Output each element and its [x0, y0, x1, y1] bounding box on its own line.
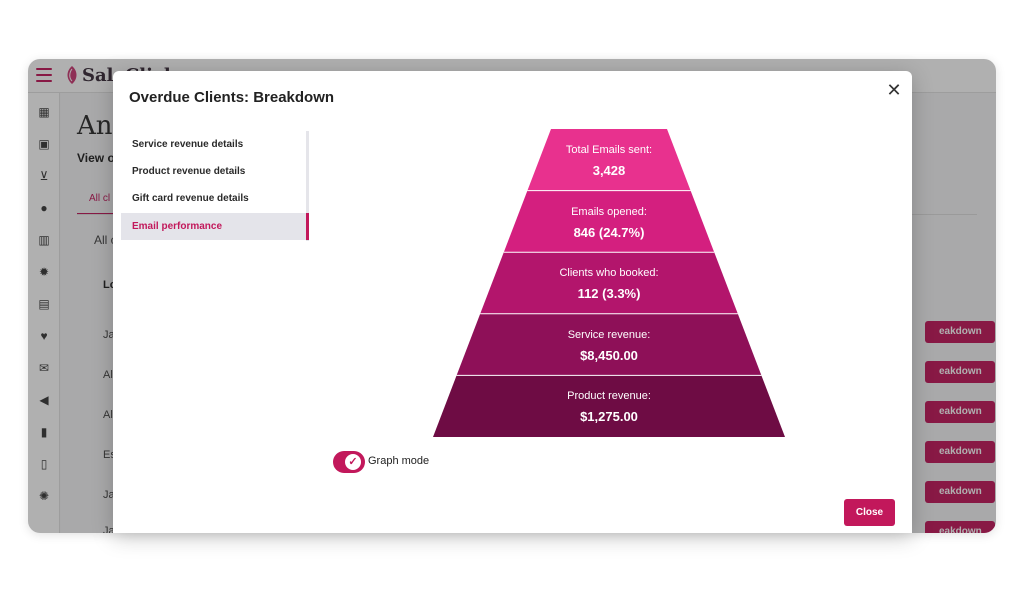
- table-cell: Es: [103, 449, 116, 461]
- page-subtitle: View o: [77, 151, 115, 165]
- funnel-stage-label: Emails opened:: [571, 205, 647, 218]
- breakdown-button[interactable]: eakdown: [925, 521, 995, 533]
- funnel-chart: Total Emails sent: 3,428 Emails opened: 846…: [433, 129, 785, 437]
- check-icon: ✓: [348, 456, 358, 468]
- menu-item-product-revenue[interactable]: Product revenue details: [132, 166, 246, 177]
- funnel-stage: [480, 252, 738, 314]
- mail-icon[interactable]: ✉: [38, 361, 50, 375]
- calendar-icon[interactable]: ▦: [38, 105, 50, 119]
- sidebar: ▦ ▣ ⊻ ● ▥ ✹ ▤ ♥ ✉ ◀ ▮ ▯ ✺: [28, 93, 60, 533]
- funnel-stage-label: Service revenue:: [567, 328, 651, 341]
- breakdown-button[interactable]: eakdown: [925, 321, 995, 343]
- table-cell: Ja: [103, 489, 115, 501]
- menu-item-email-performance[interactable]: Email performance: [121, 213, 309, 240]
- breakdown-modal: Overdue Clients: Breakdown ✕ Service rev…: [113, 71, 912, 533]
- table-cell: Al: [103, 409, 113, 421]
- funnel-stage-label: Product revenue:: [567, 390, 651, 403]
- funnel-stage-value: 846 (24.7%): [573, 224, 645, 240]
- barcode-icon[interactable]: ▥: [38, 233, 50, 247]
- breakdown-menu: Service revenue details Product revenue …: [121, 131, 309, 241]
- menu-item-service-revenue[interactable]: Service revenue details: [132, 139, 244, 150]
- menu-icon[interactable]: [36, 68, 52, 82]
- table-cell: Ja: [103, 525, 115, 533]
- table-cell: Al: [103, 369, 113, 381]
- breakdown-button[interactable]: eakdown: [925, 441, 995, 463]
- filter-text: All c: [94, 233, 117, 247]
- funnel-stage-label: Total Emails sent:: [565, 144, 653, 156]
- calendar-check-icon[interactable]: ▣: [38, 137, 50, 151]
- breakdown-button[interactable]: eakdown: [925, 481, 995, 503]
- funnel-stage-value: 112 (3.3%): [577, 286, 641, 302]
- funnel-stage-value: 3,428: [592, 163, 626, 178]
- graph-mode-toggle[interactable]: ✓: [333, 451, 365, 473]
- logo-icon: [67, 66, 77, 84]
- funnel-stage-value: $1,275.00: [580, 409, 638, 425]
- funnel-stage: [433, 375, 785, 437]
- breakdown-button[interactable]: eakdown: [925, 401, 995, 423]
- user-icon[interactable]: ●: [40, 201, 48, 215]
- heart-pulse-icon[interactable]: ♥: [40, 329, 48, 343]
- breakdown-button[interactable]: eakdown: [925, 361, 995, 383]
- settings-icon[interactable]: ✺: [38, 489, 50, 503]
- table-cell: Ja: [103, 329, 115, 341]
- funnel-stage: [456, 313, 762, 376]
- cart-icon[interactable]: ⊻: [39, 169, 49, 183]
- funnel-stage-label: Clients who booked:: [559, 267, 659, 280]
- close-icon[interactable]: ✕: [886, 80, 902, 100]
- menu-item-gift-card-revenue[interactable]: Gift card revenue details: [132, 193, 249, 204]
- funnel-stage: [503, 190, 715, 253]
- phone-icon[interactable]: ▮: [40, 425, 48, 439]
- graph-mode-label: Graph mode: [368, 455, 430, 467]
- gear-icon[interactable]: ✹: [38, 265, 50, 279]
- document-icon[interactable]: ▯: [40, 457, 48, 471]
- funnel-stage: [527, 129, 691, 191]
- toggle-knob: ✓: [345, 454, 361, 470]
- funnel-graphic: [433, 129, 785, 437]
- megaphone-icon[interactable]: ◀: [39, 393, 49, 407]
- funnel-stage-value: $8,450.00: [580, 347, 638, 363]
- modal-title: Overdue Clients: Breakdown: [129, 89, 335, 106]
- chart-icon[interactable]: ▤: [38, 297, 50, 311]
- close-button[interactable]: Close: [844, 499, 895, 526]
